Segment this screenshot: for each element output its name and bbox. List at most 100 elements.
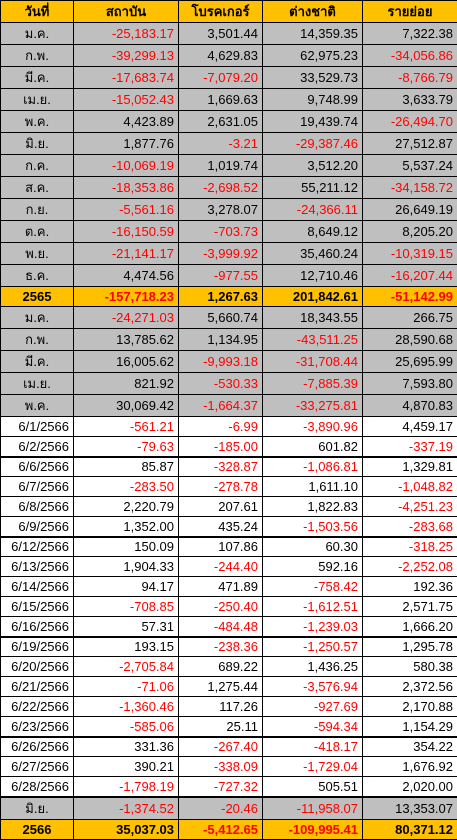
institution-cell: 1,352.00 <box>74 517 179 537</box>
institution-cell: 4,474.56 <box>74 265 179 287</box>
broker-cell: -484.48 <box>179 617 263 637</box>
institution-cell: -5,561.16 <box>74 199 179 221</box>
institution-cell: -1,374.52 <box>74 797 179 820</box>
date-cell: ธ.ค. <box>1 265 74 287</box>
broker-cell: -250.40 <box>179 597 263 617</box>
date-cell: 6/9/2566 <box>1 517 74 537</box>
foreign-cell: 9,748.99 <box>263 89 363 111</box>
institution-cell: 16,005.62 <box>74 351 179 373</box>
header-row: วันที่ สถาบัน โบรคเกอร์ ต่างชาติ รายย่อย <box>1 1 457 23</box>
foreign-cell: -1,612.51 <box>263 597 363 617</box>
date-cell: ต.ค. <box>1 221 74 243</box>
date-cell: มิ.ย. <box>1 797 74 820</box>
foreign-cell: 505.51 <box>263 777 363 797</box>
date-cell: มี.ค. <box>1 351 74 373</box>
foreign-cell: 14,359.35 <box>263 23 363 45</box>
broker-cell: 689.22 <box>179 657 263 677</box>
institution-cell: -283.50 <box>74 477 179 497</box>
retail-cell: 2,020.00 <box>363 777 457 797</box>
broker-cell: 2,631.05 <box>179 111 263 133</box>
date-cell: 6/19/2566 <box>1 637 74 657</box>
retail-cell: 4,459.17 <box>363 417 457 437</box>
retail-cell: 1,666.20 <box>363 617 457 637</box>
foreign-cell: 55,211.12 <box>263 177 363 199</box>
institution-cell: 85.87 <box>74 457 179 477</box>
foreign-cell: 1,611.10 <box>263 477 363 497</box>
retail-cell: 8,205.20 <box>363 221 457 243</box>
institution-cell: -1,360.46 <box>74 697 179 717</box>
foreign-cell: -1,086.81 <box>263 457 363 477</box>
broker-cell: 1,267.63 <box>179 287 263 307</box>
institution-cell: -2,705.84 <box>74 657 179 677</box>
broker-cell: -2,698.52 <box>179 177 263 199</box>
date-cell: มิ.ย. <box>1 133 74 155</box>
date-cell: 6/21/2566 <box>1 677 74 697</box>
date-cell: 6/28/2566 <box>1 777 74 797</box>
retail-cell: 5,537.24 <box>363 155 457 177</box>
institution-cell: -157,718.23 <box>74 287 179 307</box>
foreign-cell: -758.42 <box>263 577 363 597</box>
institution-cell: -18,353.86 <box>74 177 179 199</box>
date-cell: 6/14/2566 <box>1 577 74 597</box>
broker-cell: -185.00 <box>179 437 263 457</box>
date-cell: 6/16/2566 <box>1 617 74 637</box>
retail-cell: -10,319.15 <box>363 243 457 265</box>
retail-cell: 80,371.12 <box>363 819 457 839</box>
retail-cell: -8,766.79 <box>363 67 457 89</box>
broker-cell: 1,019.74 <box>179 155 263 177</box>
date-cell: 6/20/2566 <box>1 657 74 677</box>
institution-cell: -1,798.19 <box>74 777 179 797</box>
institution-cell: -39,299.13 <box>74 45 179 67</box>
foreign-cell: -418.17 <box>263 737 363 757</box>
institution-cell: -10,069.19 <box>74 155 179 177</box>
date-cell: 6/15/2566 <box>1 597 74 617</box>
date-cell: 6/12/2566 <box>1 537 74 557</box>
broker-cell: -3,999.92 <box>179 243 263 265</box>
broker-cell: 5,660.74 <box>179 307 263 329</box>
foreign-cell: -33,275.81 <box>263 395 363 417</box>
foreign-cell: -43,511.25 <box>263 329 363 351</box>
foreign-cell: -29,387.46 <box>263 133 363 155</box>
date-cell: พ.ค. <box>1 395 74 417</box>
header-foreign: ต่างชาติ <box>263 1 363 23</box>
date-cell: มี.ค. <box>1 67 74 89</box>
institution-cell: -708.85 <box>74 597 179 617</box>
retail-cell: -34,056.86 <box>363 45 457 67</box>
retail-cell: -34,158.72 <box>363 177 457 199</box>
foreign-cell: -594.34 <box>263 717 363 737</box>
retail-cell: 26,649.19 <box>363 199 457 221</box>
broker-cell: 25.11 <box>179 717 263 737</box>
date-cell: 6/6/2566 <box>1 457 74 477</box>
header-date: วันที่ <box>1 1 74 23</box>
date-cell: เม.ย. <box>1 373 74 395</box>
header-institution: สถาบัน <box>74 1 179 23</box>
institution-cell: -585.06 <box>74 717 179 737</box>
retail-cell: 1,295.78 <box>363 637 457 657</box>
institution-cell: 2,220.79 <box>74 497 179 517</box>
institution-cell: 4,423.89 <box>74 111 179 133</box>
institution-cell: -561.21 <box>74 417 179 437</box>
institution-cell: -21,141.17 <box>74 243 179 265</box>
institution-cell: 821.92 <box>74 373 179 395</box>
date-cell: 6/2/2566 <box>1 437 74 457</box>
retail-cell: 1,154.29 <box>363 717 457 737</box>
